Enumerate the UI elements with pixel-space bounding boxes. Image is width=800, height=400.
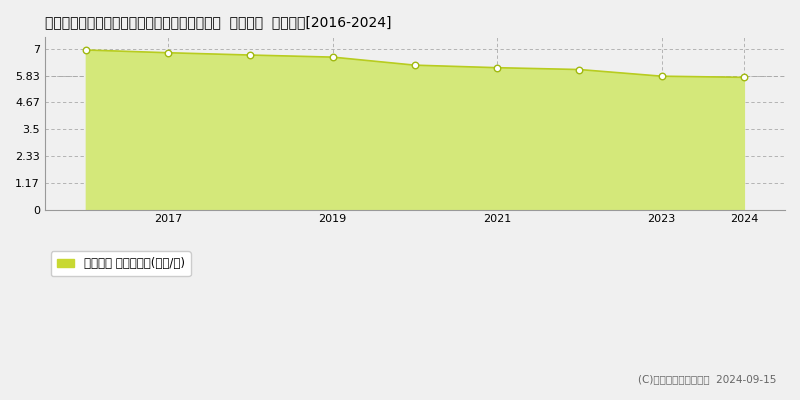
Point [326, 54, 339, 60]
Legend: 地価公示 平均坪単価(万円/坪): 地価公示 平均坪単価(万円/坪) [50, 251, 190, 276]
Text: 栃木県栃木市西方町金崎字木ノ下２８８番１外  地価公示  地価推移[2016-2024]: 栃木県栃木市西方町金崎字木ノ下２８８番１外 地価公示 地価推移[2016-202… [45, 15, 391, 29]
Point [162, 50, 174, 56]
Point [490, 64, 503, 71]
Text: (C)土地価格ドットコム  2024-09-15: (C)土地価格ドットコム 2024-09-15 [638, 374, 776, 384]
Point [244, 52, 257, 58]
Point [573, 66, 586, 73]
Point [409, 62, 422, 68]
Point [79, 47, 92, 53]
Point [738, 74, 750, 80]
Point [655, 73, 668, 79]
